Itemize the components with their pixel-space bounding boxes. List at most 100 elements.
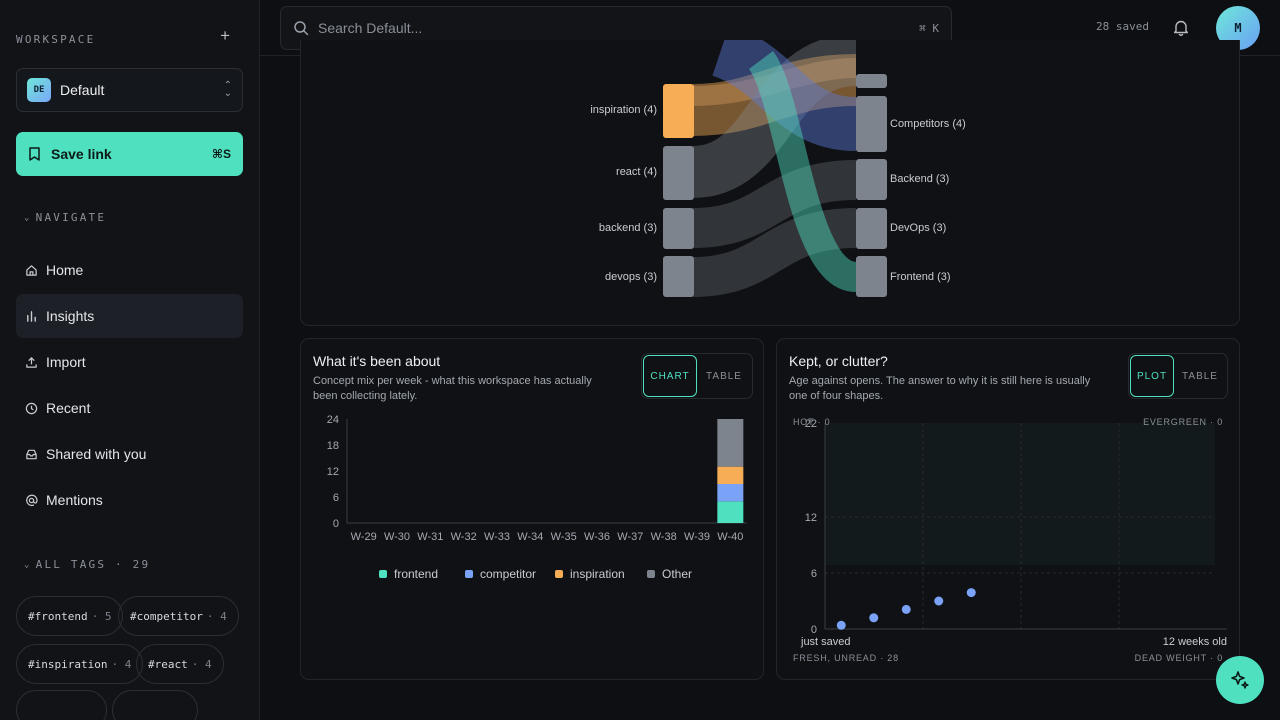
nav-item-import[interactable]: Import [16,340,243,384]
sankey-label: Competitors (4) [890,118,966,130]
y-tick-label: 18 [327,440,339,452]
chevron-up-down-icon: ⌃ ⌄ [223,80,232,99]
workspace-avatar: DE [27,78,51,102]
tags-section-toggle[interactable]: ⌄ ALL TAGS · 29 [24,558,150,571]
view-toggle: PLOT TABLE [1128,353,1228,399]
search-shortcut: ⌘ K [919,21,939,35]
quadrant-label-evergreen: EVERGREEN · 0 [1143,417,1223,427]
legend-swatch [555,570,563,578]
tag-chip-inspiration[interactable]: #inspiration · 4 [16,644,144,684]
navigate-label: NAVIGATE [35,211,107,224]
bar-segment [717,484,744,502]
y-tick-label: 6 [811,568,817,580]
x-tick-label: W-39 [684,531,710,543]
sankey-label: devops (3) [605,271,657,283]
sidebar: WORKSPACE + DE Default ⌃ ⌄ Save link ⌘S ⌄… [0,0,260,720]
search-icon [294,21,309,36]
upload-icon [26,356,37,368]
view-toggle: CHART TABLE [641,353,753,399]
quadrant-label-hot: HOT · 0 [793,417,830,427]
toggle-chart[interactable]: CHART [643,355,697,397]
x-tick-label: W-37 [617,531,643,543]
legend-label: frontend [394,567,438,581]
at-icon [26,494,38,506]
legend-label: inspiration [570,567,625,581]
bell-icon[interactable] [1173,19,1189,36]
workspace-selector[interactable]: DE Default ⌃ ⌄ [16,68,243,112]
subtitle-line: Concept mix per week - what this workspa… [313,375,592,387]
workspace-label: WORKSPACE [16,33,96,46]
save-link-button[interactable]: Save link ⌘S [16,132,243,176]
nav-item-home[interactable]: Home [16,248,243,292]
legend-swatch [647,570,655,578]
ai-assistant-button[interactable] [1216,656,1264,704]
bar-segment [717,419,744,467]
bookmark-icon [29,147,40,161]
y-tick-label: 24 [327,414,339,426]
sankey-node-backend [663,208,694,249]
tag-name: #react [148,657,188,671]
sankey-node-devops [663,256,694,297]
quadrant-label-fresh: FRESH, UNREAD · 28 [793,653,899,663]
tag-chip-react[interactable]: #react · 4 [136,644,224,684]
tag-count: · 4 [191,657,212,671]
sankey-link [692,58,857,106]
tag-chip[interactable] [112,690,198,720]
subtitle-line: been collecting lately. [313,390,418,402]
nav-item-insights[interactable]: Insights [16,294,243,338]
x-axis-end-label: 12 weeks old [1163,636,1227,648]
sankey-link [690,40,858,198]
x-tick-label: W-32 [451,531,477,543]
sankey-link [711,40,858,151]
scatter-point [901,604,911,614]
sankey-label: Frontend (3) [890,271,951,283]
nav-item-shared[interactable]: Shared with you [16,432,243,476]
save-link-label: Save link [51,146,112,162]
panel-title: Kept, or clutter? [789,353,888,369]
home-icon [26,264,37,276]
subtitle-line: Age against opens. The answer to why it … [789,375,1091,387]
tag-chip-competitor[interactable]: #competitor · 4 [118,596,239,636]
tag-count: · 4 [111,657,132,671]
toggle-table[interactable]: TABLE [706,370,742,382]
stacked-bar-chart: 0 6 12 18 24 W-29 W-30 W-31 W-32 W-33 W-34 W-35 W-36… [327,414,747,581]
toggle-plot[interactable]: PLOT [1130,355,1174,397]
tag-chip-frontend[interactable]: #frontend · 5 [16,596,124,636]
sankey-node-backend-r [856,159,887,200]
x-tick-label: W-35 [551,531,577,543]
search-input[interactable] [318,20,920,36]
y-tick-label: 12 [327,466,339,478]
nav-item-mentions[interactable]: Mentions [16,478,243,522]
scatter-point [836,620,846,630]
tag-name: #inspiration [28,657,108,671]
tag-chip[interactable] [16,690,107,720]
sankey-node-top [856,74,887,88]
legend-label: Other [662,567,692,581]
sankey-label: inspiration (4) [590,104,657,116]
sankey-node-devops-r [856,208,887,249]
saved-count: 28 saved [1096,20,1149,33]
sankey-label: DevOps (3) [890,222,946,234]
bar-chart-icon [27,310,36,322]
workspace-header: WORKSPACE + [16,26,244,48]
x-tick-label: W-36 [584,531,610,543]
nav-item-label: Recent [46,400,91,416]
inbox-icon [26,449,37,459]
nav-item-recent[interactable]: Recent [16,386,243,430]
toggle-table[interactable]: TABLE [1182,370,1218,382]
y-tick-label: 22 [805,418,817,430]
nav-item-label: Mentions [46,492,103,508]
sankey-node-competitors [856,96,887,152]
sparkle-icon [1231,671,1249,689]
panel-subtitle: Concept mix per week - what this workspa… [313,374,592,404]
navigate-section-toggle[interactable]: ⌄ NAVIGATE [24,211,106,224]
y-tick-label: 0 [333,518,339,530]
chevron-down-icon: ⌄ [24,212,32,223]
scatter-point [934,596,944,606]
scatter-point [966,588,976,598]
x-tick-label: W-30 [384,531,410,543]
x-tick-label: W-29 [351,531,377,543]
add-workspace-icon[interactable]: + [220,26,230,45]
